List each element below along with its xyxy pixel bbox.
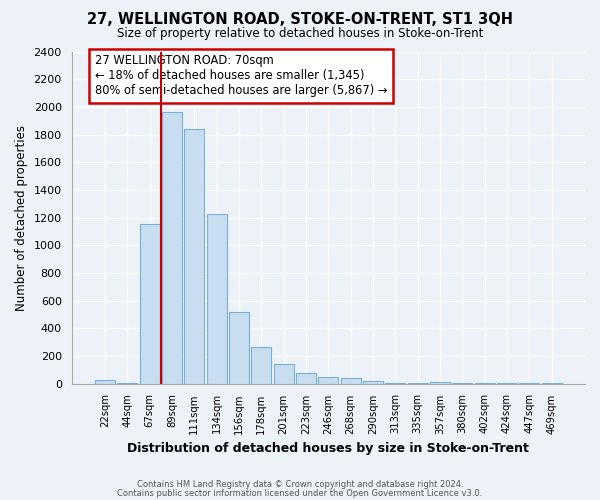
Bar — [318, 376, 338, 384]
Text: 27 WELLINGTON ROAD: 70sqm
← 18% of detached houses are smaller (1,345)
80% of se: 27 WELLINGTON ROAD: 70sqm ← 18% of detac… — [95, 54, 388, 98]
Text: Contains public sector information licensed under the Open Government Licence v3: Contains public sector information licen… — [118, 488, 482, 498]
Bar — [206, 214, 227, 384]
Bar — [274, 364, 293, 384]
Bar — [140, 224, 160, 384]
Text: 27, WELLINGTON ROAD, STOKE-ON-TRENT, ST1 3QH: 27, WELLINGTON ROAD, STOKE-ON-TRENT, ST1… — [87, 12, 513, 28]
Text: Contains HM Land Registry data © Crown copyright and database right 2024.: Contains HM Land Registry data © Crown c… — [137, 480, 463, 489]
Bar — [407, 383, 428, 384]
Bar — [162, 112, 182, 384]
Bar — [363, 382, 383, 384]
Text: Size of property relative to detached houses in Stoke-on-Trent: Size of property relative to detached ho… — [117, 28, 483, 40]
Bar — [385, 383, 406, 384]
Bar — [430, 382, 450, 384]
Y-axis label: Number of detached properties: Number of detached properties — [15, 124, 28, 310]
Bar — [184, 129, 205, 384]
X-axis label: Distribution of detached houses by size in Stoke-on-Trent: Distribution of detached houses by size … — [127, 442, 529, 455]
Bar — [251, 347, 271, 384]
Bar — [95, 380, 115, 384]
Bar — [341, 378, 361, 384]
Bar — [229, 312, 249, 384]
Bar — [296, 373, 316, 384]
